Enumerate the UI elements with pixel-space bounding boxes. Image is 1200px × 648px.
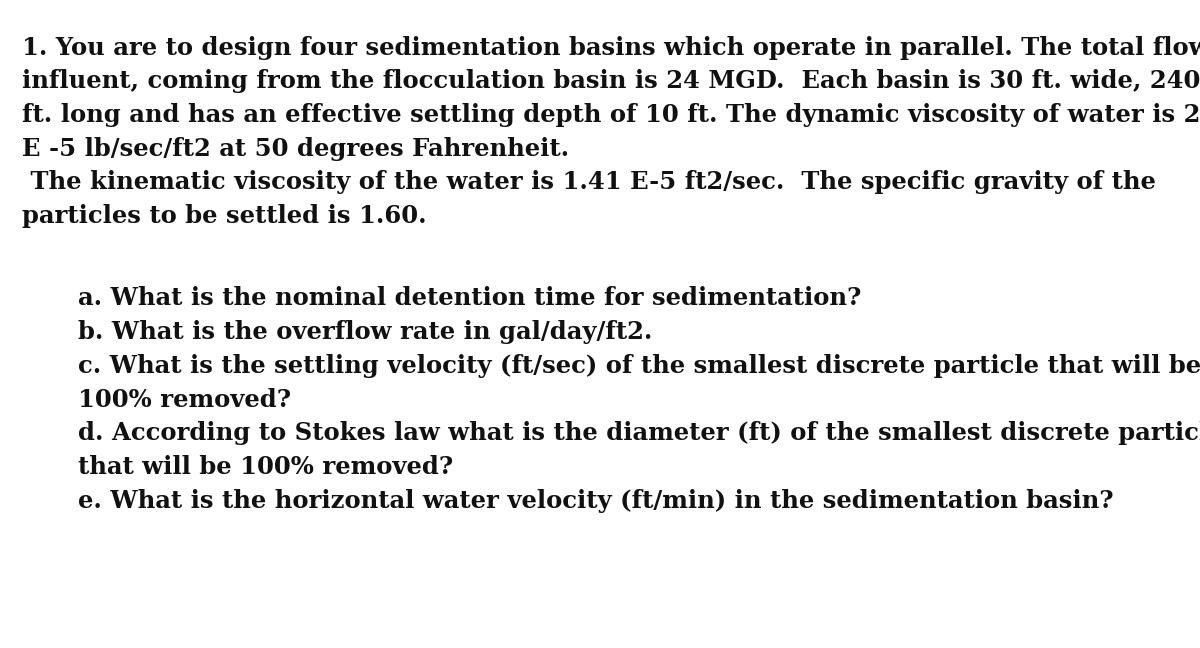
Text: a. What is the nominal detention time for sedimentation?: a. What is the nominal detention time fo…: [78, 286, 862, 310]
Text: 1. You are to design four sedimentation basins which operate in parallel. The to: 1. You are to design four sedimentation …: [22, 36, 1200, 60]
Text: influent, coming from the flocculation basin is 24 MGD.  Each basin is 30 ft. wi: influent, coming from the flocculation b…: [22, 69, 1200, 93]
Text: The kinematic viscosity of the water is 1.41 E-5 ft2/sec.  The specific gravity : The kinematic viscosity of the water is …: [22, 170, 1156, 194]
Text: ft. long and has an effective settling depth of 10 ft. The dynamic viscosity of : ft. long and has an effective settling d…: [22, 103, 1200, 127]
Text: b. What is the overflow rate in gal/day/ft2.: b. What is the overflow rate in gal/day/…: [78, 320, 653, 344]
Text: e. What is the horizontal water velocity (ft/min) in the sedimentation basin?: e. What is the horizontal water velocity…: [78, 489, 1114, 513]
Text: c. What is the settling velocity (ft/sec) of the smallest discrete particle that: c. What is the settling velocity (ft/sec…: [78, 354, 1200, 378]
Text: E -5 lb/sec/ft2 at 50 degrees Fahrenheit.: E -5 lb/sec/ft2 at 50 degrees Fahrenheit…: [22, 137, 569, 161]
Text: d. According to Stokes law what is the diameter (ft) of the smallest discrete pa: d. According to Stokes law what is the d…: [78, 421, 1200, 445]
Text: particles to be settled is 1.60.: particles to be settled is 1.60.: [22, 204, 426, 228]
Text: that will be 100% removed?: that will be 100% removed?: [78, 455, 454, 479]
Text: 100% removed?: 100% removed?: [78, 388, 292, 411]
